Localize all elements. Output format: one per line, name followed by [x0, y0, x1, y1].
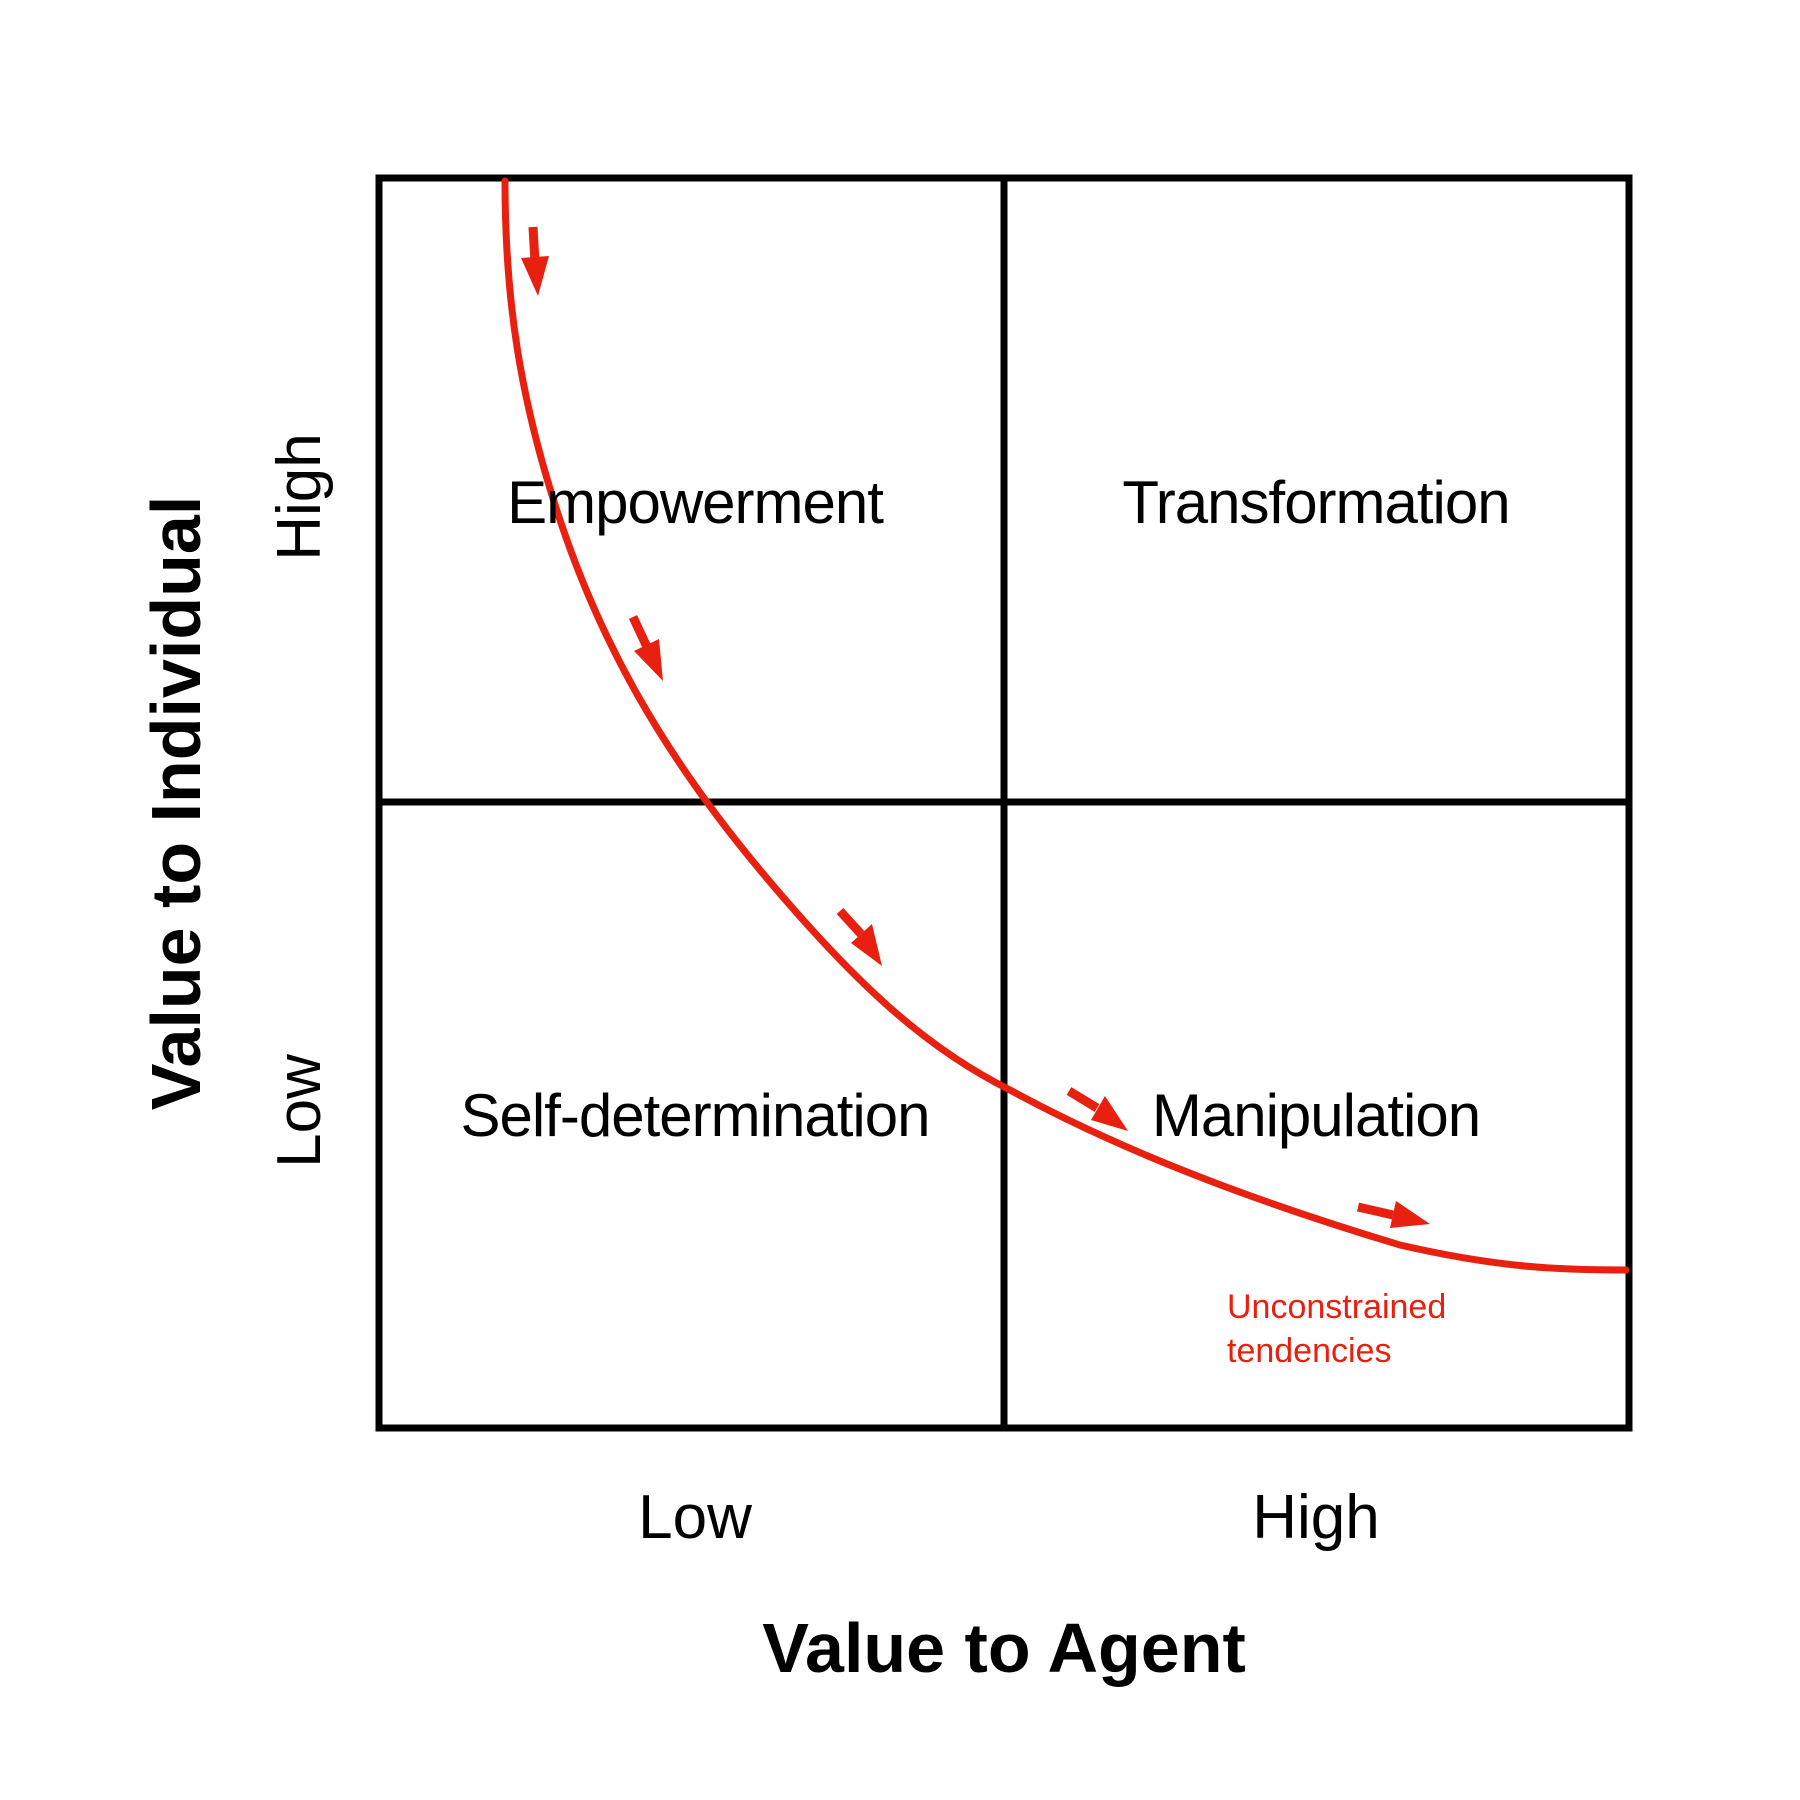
quadrant-label-empowerment: Empowerment: [507, 469, 884, 536]
y-axis-low-label: Low: [265, 1054, 334, 1168]
quadrant-label-self-determination: Self-determination: [461, 1082, 930, 1149]
x-axis-high-label: High: [1252, 1483, 1380, 1552]
tendency-curve: [501, 177, 1630, 1274]
curve-label-line2: tendencies: [1227, 1332, 1391, 1370]
arrow-icon: [1356, 1201, 1430, 1228]
direction-arrows: [521, 226, 1430, 1228]
curve-label-line1: Unconstrained: [1227, 1288, 1446, 1326]
x-axis-low-label: Low: [638, 1483, 752, 1552]
matrix-grid: [375, 174, 1633, 1432]
quadrant-label-manipulation: Manipulation: [1152, 1082, 1480, 1149]
y-axis-high-label: High: [265, 433, 334, 561]
tendency-curve-group: [501, 177, 1630, 1274]
arrow-icon: [1066, 1087, 1128, 1131]
y-axis-title: Value to Individual: [137, 496, 215, 1111]
arrow-icon: [836, 907, 882, 966]
quadrant-label-transformation: Transformation: [1122, 469, 1509, 536]
arrow-icon: [628, 615, 663, 681]
arrow-icon: [521, 226, 549, 296]
x-axis-title: Value to Agent: [762, 1609, 1246, 1687]
